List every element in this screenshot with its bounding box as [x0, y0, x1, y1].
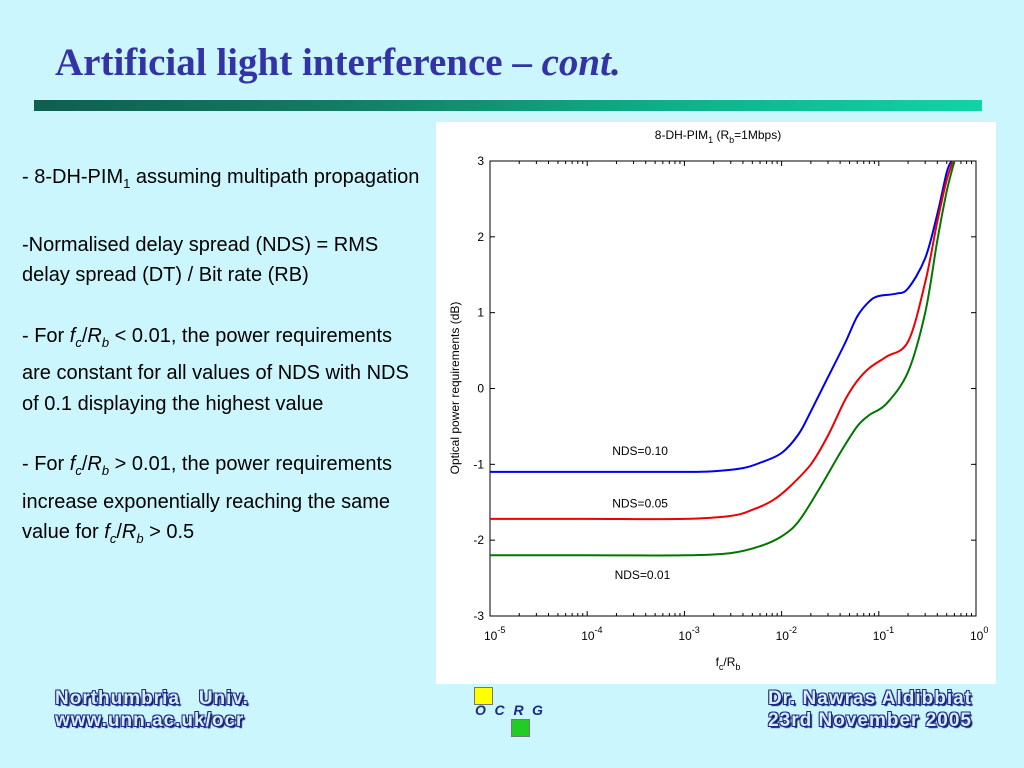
y-tick-labels: 3 2 1 0 -1 -2 -3	[473, 154, 484, 623]
x-tick-label: 10-2	[776, 625, 797, 643]
annotation-nds-0-01: NDS=0.01	[615, 568, 671, 582]
series-lines	[490, 160, 956, 557]
title-italic: cont.	[541, 41, 621, 84]
logo-letter-c: C	[494, 702, 505, 718]
bullet-4-R: R	[87, 453, 102, 475]
ocrg-logo: O C R G	[472, 687, 552, 737]
title-main: Artificial light interference –	[55, 41, 542, 84]
slide-title: Artificial light interference – cont.	[55, 40, 621, 85]
bullet-1-subscript: 1	[123, 176, 131, 191]
series-annotations: NDS=0.10 NDS=0.05 NDS=0.01	[612, 444, 670, 582]
bullet-4-slash2: /	[116, 521, 122, 543]
x-tick-label: 10-5	[484, 625, 505, 643]
footer-date: 23rd November 2005	[768, 710, 972, 731]
y-tick-label: 3	[477, 154, 484, 168]
bullet-2: -Normalised delay spread (NDS) = RMS del…	[22, 233, 379, 287]
y-tick-label: -1	[473, 457, 484, 471]
axis-ticks	[489, 160, 977, 617]
logo-letter-g: G	[532, 702, 543, 718]
series-line-nds-0-01	[490, 160, 956, 557]
logo-letter-r: R	[513, 702, 524, 718]
x-tick-labels: 10-5 10-4 10-3 10-2 10-1 100	[484, 625, 988, 643]
y-axis-label: Optical power requirements (dB)	[448, 302, 462, 475]
y-tick-label: -2	[473, 533, 484, 547]
bullet-3-b: b	[101, 334, 110, 350]
footer-university: Northumbria Univ.	[55, 688, 249, 709]
bullet-4-R2: R	[121, 521, 137, 543]
bullet-3: - For fc/Rb < 0.01, the power requiremen…	[22, 321, 422, 420]
chart-title: 8-DH-PIM1 (Rb=1Mbps)	[655, 128, 781, 145]
bullet-4-text: - For	[22, 453, 70, 475]
logo-yellow-square	[474, 687, 493, 705]
bullet-4-c: c	[75, 463, 82, 478]
bullet-list: - 8-DH-PIM1 assuming multipath propagati…	[22, 162, 422, 585]
footer-author: Dr. Nawras Aldibbiat	[767, 688, 972, 709]
x-tick-label: 10-4	[581, 625, 602, 643]
y-tick-label: 0	[477, 382, 484, 396]
bullet-3-c: c	[75, 334, 82, 350]
footer-right: Dr. Nawras Aldibbiat 23rd November 2005	[768, 688, 972, 732]
annotation-nds-0-05: NDS=0.05	[612, 497, 668, 511]
y-tick-label: 1	[477, 306, 484, 320]
footer-left: Northumbria Univ. www.unn.ac.uk/ocr	[55, 688, 249, 732]
logo-green-square	[511, 719, 530, 737]
bullet-4-f: f	[69, 453, 76, 475]
chart-background	[436, 122, 996, 684]
bullet-1-text-end: assuming multipath propagation	[130, 166, 420, 188]
bullet-3-text-end: < 0.01, the power requirements are const…	[22, 324, 409, 415]
footer-website: www.unn.ac.uk/ocr	[55, 710, 245, 731]
series-line-nds-0-05	[490, 160, 954, 521]
bullet-4-c2: c	[109, 531, 117, 546]
bullet-1-text: - 8-DH-PIM	[22, 166, 124, 188]
bullet-4-b: b	[101, 463, 110, 478]
y-tick-label: 2	[477, 230, 484, 244]
x-tick-label: 100	[970, 625, 988, 643]
bullet-3-R: R	[87, 324, 102, 347]
bullet-3-text: - For	[22, 324, 70, 347]
bullet-4-slash: /	[81, 453, 88, 475]
series-line-nds-0-10	[490, 160, 953, 473]
x-tick-label: 10-3	[678, 625, 699, 643]
bullet-4-text-mid: > 0.01, the power requirements increase …	[22, 453, 393, 543]
y-tick-label: -3	[473, 609, 484, 623]
logo-letter-o: O	[475, 702, 486, 718]
bullet-3-f: f	[69, 324, 76, 347]
x-tick-label: 10-1	[873, 625, 894, 643]
title-divider	[34, 100, 982, 111]
bullet-4-b2: b	[136, 531, 144, 546]
bullet-4: - For fc/Rb > 0.01, the power requiremen…	[22, 449, 422, 555]
bullet-1: - 8-DH-PIM1 assuming multipath propagati…	[22, 162, 422, 200]
x-axis-label: fc/Rb	[716, 655, 741, 672]
annotation-nds-0-10: NDS=0.10	[612, 444, 668, 458]
bullet-4-text-end: > 0.5	[143, 521, 195, 543]
bullet-4-f2: f	[104, 521, 110, 543]
bullet-3-slash: /	[81, 324, 88, 347]
